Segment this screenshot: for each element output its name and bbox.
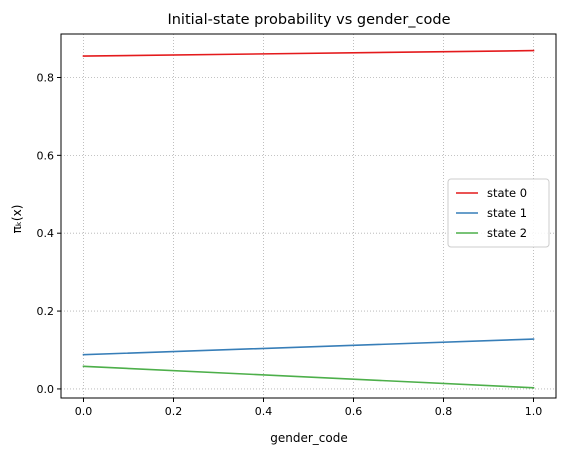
x-tick-label: 0.4 bbox=[255, 405, 273, 418]
series-lines bbox=[82, 49, 535, 389]
x-axis-label: gender_code bbox=[270, 431, 347, 445]
x-axis-ticks: 0.0 0.2 0.4 0.6 0.8 1.0 bbox=[75, 398, 543, 418]
series-line-2 bbox=[82, 365, 535, 389]
plot-frame bbox=[60, 33, 557, 399]
y-tick-label: 0.6 bbox=[37, 149, 55, 162]
y-tick-label: 0.4 bbox=[37, 227, 55, 240]
chart-title: Initial-state probability vs gender_code bbox=[167, 12, 450, 28]
x-tick-label: 0.0 bbox=[75, 405, 93, 418]
legend-label: state 2 bbox=[487, 226, 527, 240]
y-axis-label: πₖ(x) bbox=[10, 205, 24, 234]
series-line-0 bbox=[82, 49, 535, 57]
grid bbox=[61, 34, 556, 398]
y-axis-ticks: 0.0 0.2 0.4 0.6 0.8 bbox=[37, 71, 61, 396]
x-tick-label: 1.0 bbox=[525, 405, 543, 418]
legend-box bbox=[447, 178, 550, 248]
legend: state 0 state 1 state 2 bbox=[447, 178, 550, 248]
x-tick-label: 0.8 bbox=[435, 405, 453, 418]
y-tick-label: 0.2 bbox=[37, 305, 55, 318]
legend-label: state 0 bbox=[487, 186, 527, 200]
y-tick-label: 0.8 bbox=[37, 71, 55, 84]
y-tick-label: 0.0 bbox=[37, 383, 55, 396]
series-line-1 bbox=[82, 338, 535, 356]
x-tick-label: 0.2 bbox=[165, 405, 183, 418]
x-tick-label: 0.6 bbox=[345, 405, 363, 418]
legend-label: state 1 bbox=[487, 206, 527, 220]
